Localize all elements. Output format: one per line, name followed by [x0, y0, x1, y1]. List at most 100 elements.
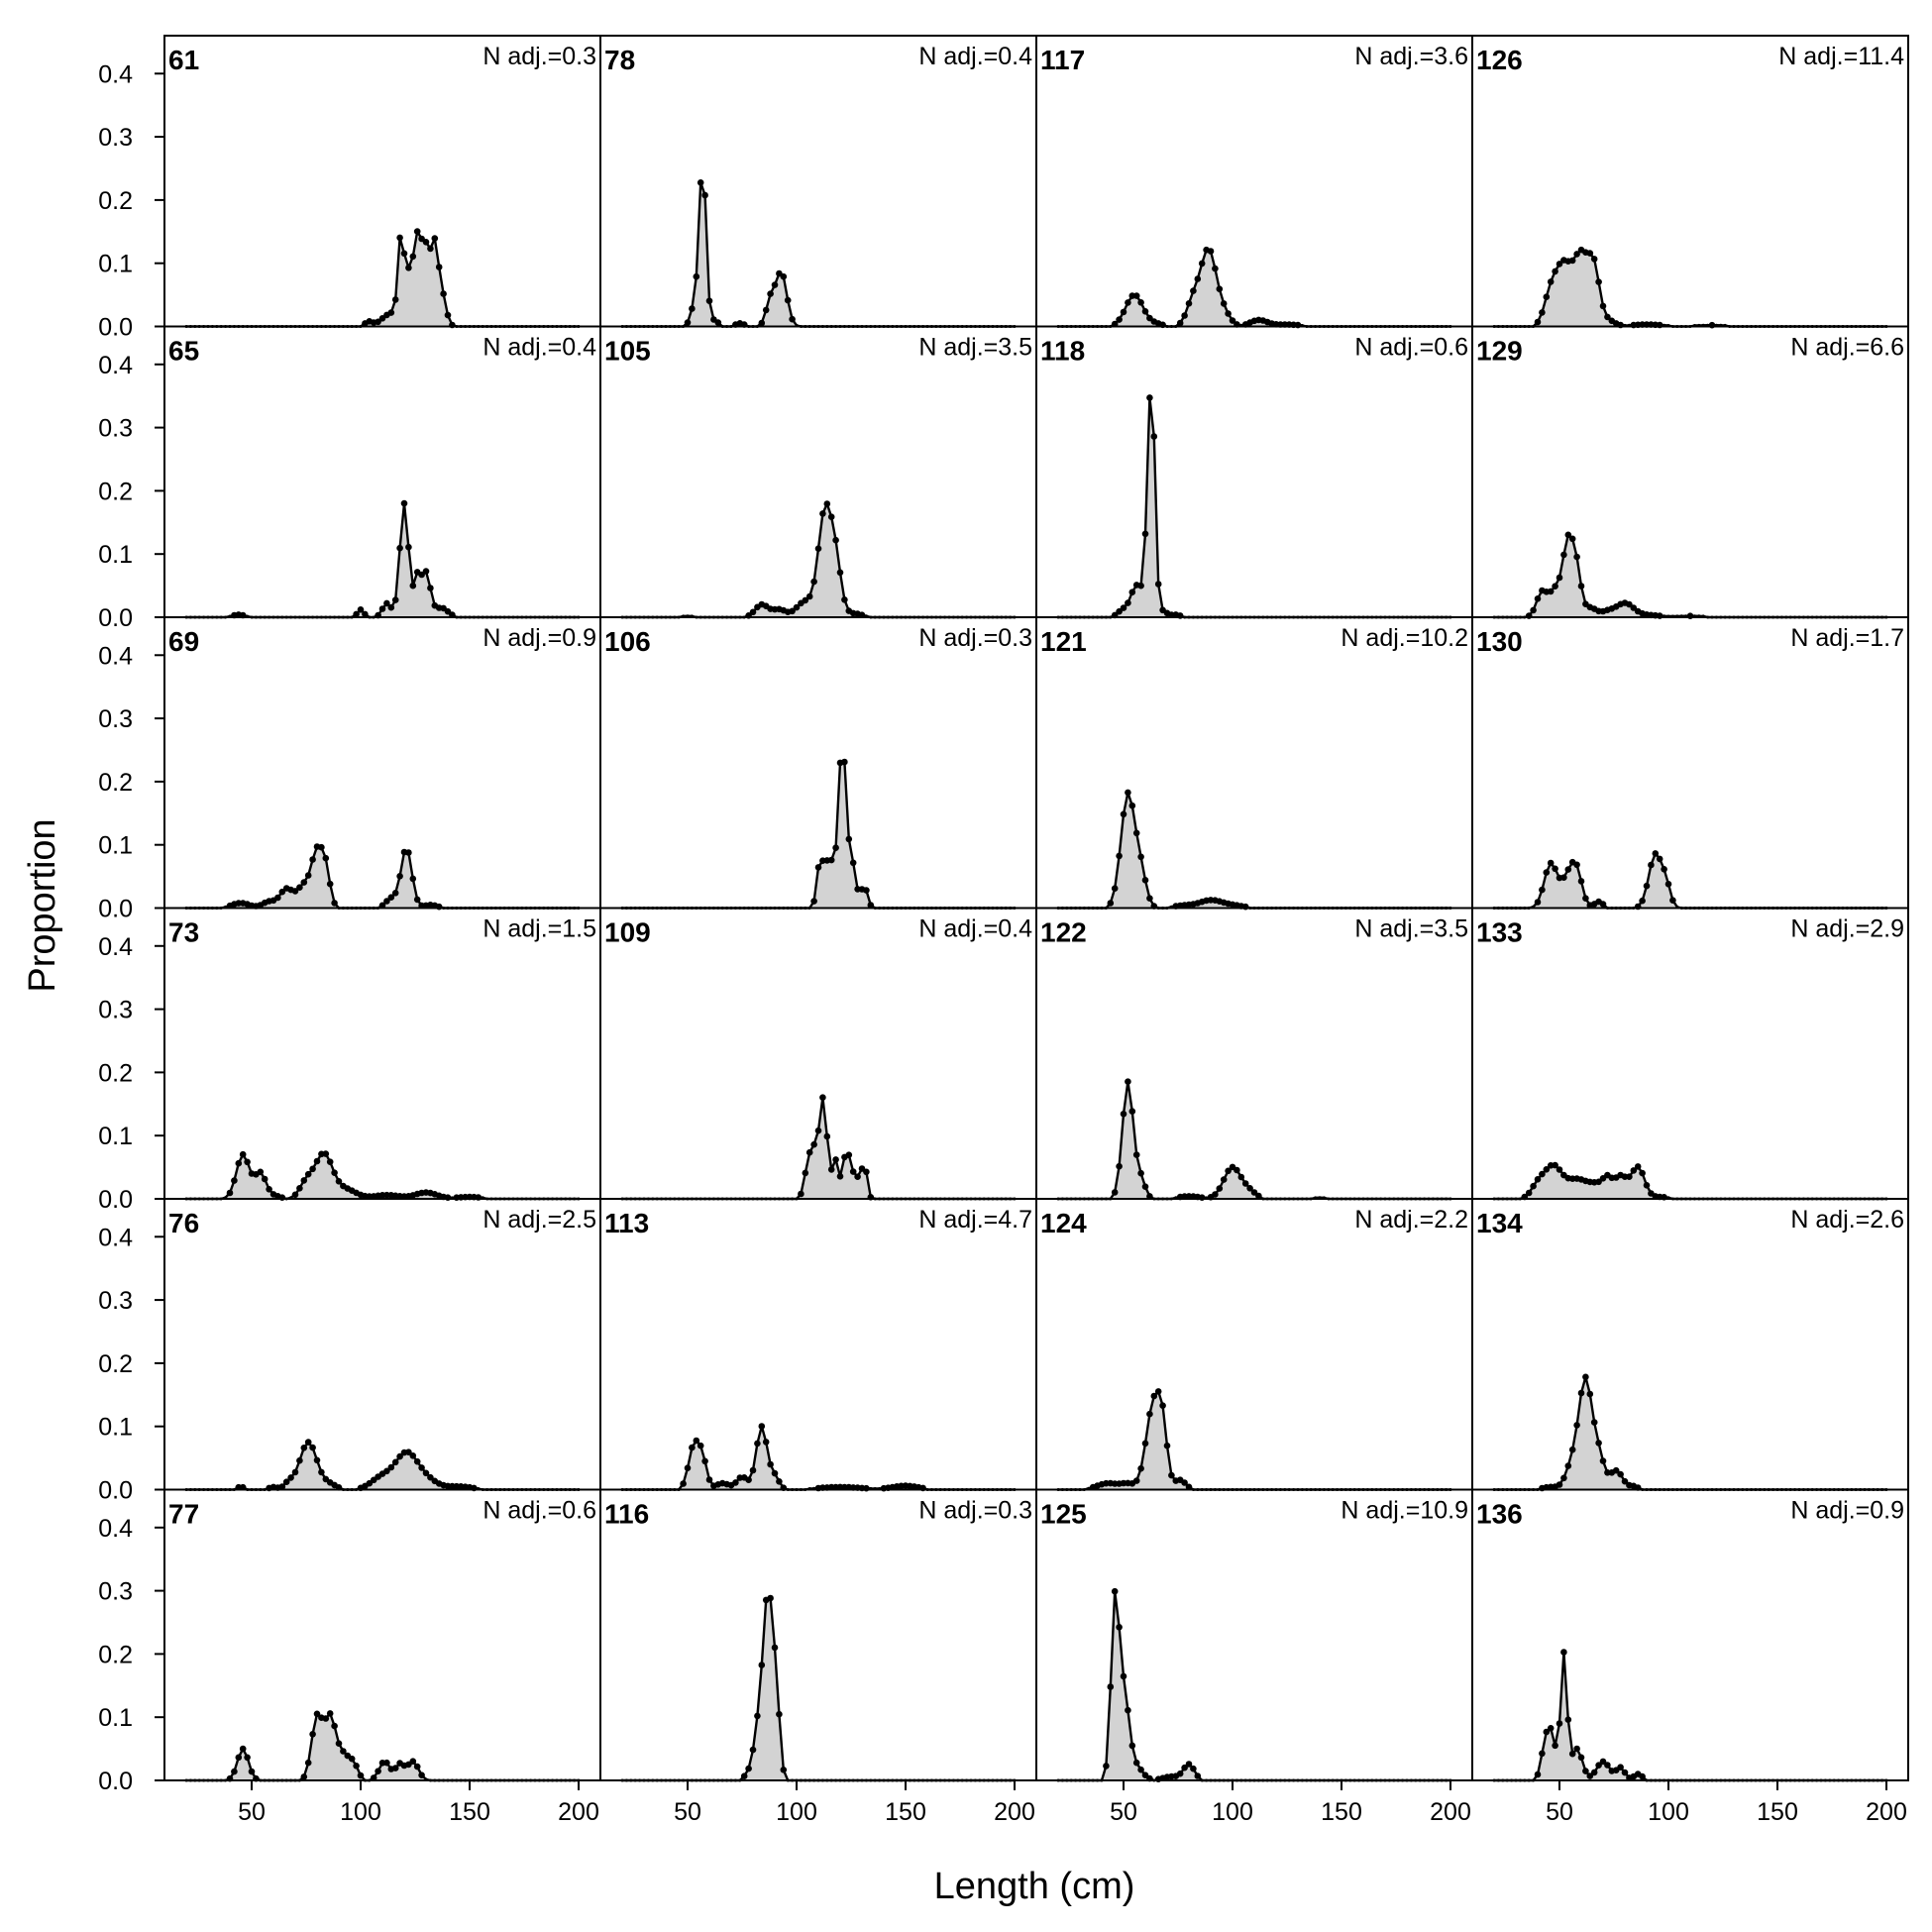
x-tick-label: 100 [1648, 1798, 1689, 1826]
data-point [300, 1445, 308, 1451]
data-point [1229, 317, 1236, 324]
y-tick-label: 0.3 [98, 1578, 133, 1606]
panel-122: 122 N adj.=3.5 [1035, 907, 1473, 1201]
n-adj-label: N adj.=3.5 [1354, 915, 1468, 943]
data-point [810, 578, 817, 586]
data-point [805, 1148, 813, 1156]
data-point [1573, 1745, 1580, 1753]
data-point [396, 234, 403, 242]
data-point [767, 1594, 774, 1602]
data-point [767, 1460, 774, 1468]
data-point [413, 228, 421, 235]
data-point [1241, 1180, 1249, 1187]
data-point [1639, 897, 1646, 905]
data-point [444, 311, 452, 319]
panel-frame [599, 1198, 1037, 1491]
data-point [383, 898, 390, 905]
data-point [810, 898, 817, 905]
data-point [1120, 1111, 1127, 1118]
distribution-fill [186, 1713, 579, 1780]
distribution-line [1058, 1390, 1450, 1491]
data-point [1664, 881, 1672, 888]
data-point [326, 1158, 334, 1165]
data-point [1246, 1185, 1253, 1192]
data-point [1560, 551, 1567, 559]
distribution-line [1058, 396, 1450, 619]
data-point [296, 1456, 303, 1464]
panel-label: 113 [604, 1208, 649, 1238]
data-point [335, 1740, 343, 1747]
panel-label: 121 [1040, 626, 1087, 657]
data-point [313, 1456, 321, 1464]
panel-frame [1035, 1198, 1473, 1491]
data-point [814, 864, 822, 871]
panel-frame [1035, 1488, 1473, 1781]
data-point [1621, 1477, 1629, 1485]
panel-frame [1035, 616, 1473, 910]
data-point [1137, 1169, 1144, 1177]
data-point [1154, 1388, 1162, 1395]
data-point [1146, 895, 1153, 902]
panel-105: 105 N adj.=3.5 [599, 325, 1037, 619]
distribution-line [186, 845, 579, 910]
data-point [1539, 1170, 1546, 1178]
data-point [1146, 394, 1153, 401]
data-point [357, 1771, 365, 1779]
data-point [1116, 852, 1123, 860]
n-adj-label: N adj.=2.5 [483, 1206, 596, 1234]
distribution-fill [186, 231, 579, 327]
data-point [405, 265, 412, 271]
data-point [422, 568, 430, 575]
data-point [1150, 1392, 1158, 1400]
data-point [318, 843, 325, 851]
data-point [771, 1644, 779, 1652]
panel-frame [1035, 907, 1473, 1200]
panel-label: 125 [1040, 1499, 1087, 1530]
data-point [427, 585, 434, 591]
data-point [1573, 1422, 1580, 1429]
data-point [235, 1754, 243, 1762]
data-point [689, 1444, 696, 1451]
data-point [827, 1166, 835, 1173]
data-point [701, 191, 708, 199]
data-point [1111, 1189, 1119, 1196]
distribution-fill [622, 182, 1015, 327]
data-point [714, 319, 722, 326]
data-point [1216, 1185, 1224, 1192]
data-point [278, 1483, 286, 1490]
data-point [1556, 1481, 1563, 1488]
data-point [1125, 789, 1131, 797]
data-point [287, 1474, 294, 1481]
data-point [413, 896, 421, 904]
data-point [1547, 278, 1555, 285]
panel-label: 78 [604, 45, 635, 75]
data-point [400, 250, 408, 258]
x-tick-label: 100 [340, 1798, 381, 1826]
data-point [1534, 595, 1542, 602]
data-point [863, 887, 870, 894]
n-adj-label: N adj.=2.2 [1354, 1206, 1468, 1234]
panel-label: 134 [1476, 1208, 1523, 1238]
data-point [405, 543, 412, 551]
n-adj-label: N adj.=0.3 [918, 1497, 1032, 1525]
data-point [1198, 1194, 1206, 1201]
data-point [244, 1158, 251, 1166]
data-point [827, 856, 835, 864]
data-point [1573, 251, 1580, 258]
data-point [749, 608, 757, 616]
data-point [684, 1464, 692, 1471]
y-tick-label: 0.1 [98, 1414, 133, 1442]
distribution-fill [186, 1442, 579, 1490]
data-point [396, 1452, 403, 1460]
data-point [422, 239, 430, 246]
panel-frame [1471, 616, 1909, 910]
data-point [836, 569, 844, 577]
data-point [1590, 256, 1598, 263]
distribution-fill [1058, 792, 1450, 909]
distribution-line [1494, 1375, 1886, 1491]
x-tick-label: 150 [1321, 1798, 1362, 1826]
x-tick-label: 100 [776, 1798, 817, 1826]
data-point [353, 1763, 360, 1770]
y-tick-label: 0.0 [98, 1477, 133, 1505]
n-adj-label: N adj.=3.5 [918, 334, 1032, 362]
